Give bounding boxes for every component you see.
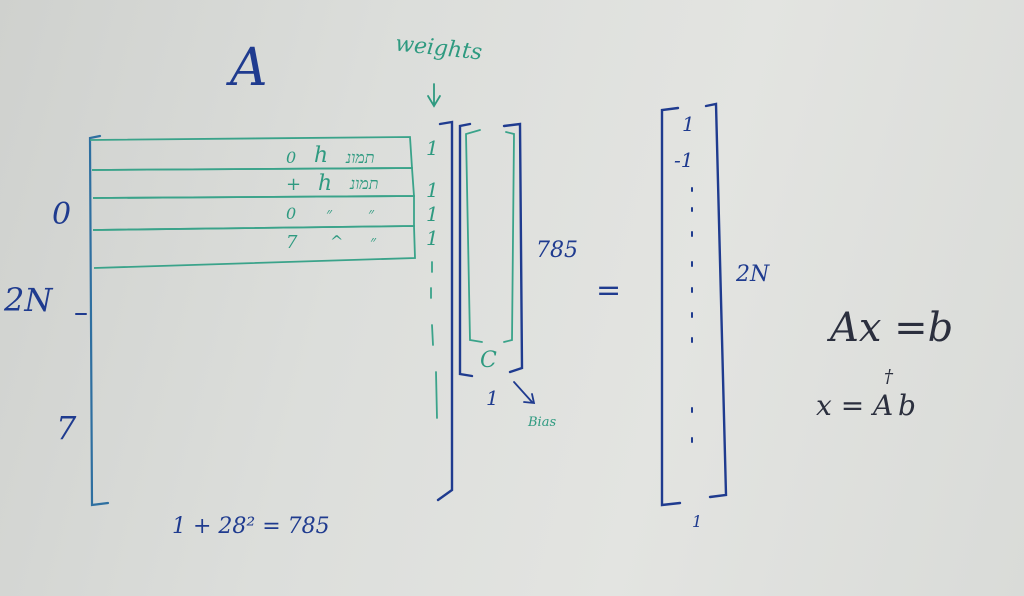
vector-x-bottom-one: 1 xyxy=(486,386,499,410)
row-3-col-1: 0 xyxy=(286,204,297,223)
equation-ax-equals-b: Ax =b xyxy=(830,305,954,351)
row-2-col-3: תמונ xyxy=(350,174,379,193)
row-1-col-1: 0 xyxy=(286,148,297,167)
ones-entry-2: 1 xyxy=(426,178,439,202)
vector-x-size-label: 785 xyxy=(536,238,578,263)
vector-x-right-bracket xyxy=(502,122,524,374)
row-4-col-3: ״ xyxy=(370,232,377,251)
equals-sign: = xyxy=(596,273,622,308)
ones-column-dots xyxy=(430,261,438,419)
vector-x-inner-green xyxy=(465,129,483,343)
vector-x-c-mark: C xyxy=(480,348,497,373)
row-2-col-1: + xyxy=(286,174,302,195)
bias-label: Bias xyxy=(528,415,557,430)
equation-pseudoinverse-lhs: x = A xyxy=(816,389,894,422)
row-3-col-3: ״ xyxy=(368,204,375,223)
vector-b-right-bracket xyxy=(704,102,728,499)
row-band-4 xyxy=(92,225,416,269)
matrix-a-title: A xyxy=(230,38,268,98)
vector-b-bottom-one: 1 xyxy=(692,512,703,531)
ones-entry-3: 1 xyxy=(426,202,439,226)
left-label-zero: 0 xyxy=(52,197,72,232)
row-4-col-2: ^ xyxy=(330,232,344,251)
vector-x-left-bracket xyxy=(458,122,474,378)
vector-b-entry-2: -1 xyxy=(674,148,694,172)
vector-b-entry-1: 1 xyxy=(682,112,695,136)
ones-entry-1: 1 xyxy=(426,136,439,160)
ones-entry-4: 1 xyxy=(426,226,439,250)
weights-arrow xyxy=(427,83,441,108)
vector-b-size-label: 2N xyxy=(736,262,770,287)
row-band-3 xyxy=(92,195,415,231)
row-1-col-2: ℎ xyxy=(314,143,329,168)
bias-arrow xyxy=(513,381,536,405)
vector-b-left-bracket xyxy=(660,106,682,507)
left-label-seven: 7 xyxy=(56,409,77,447)
equation-pseudoinverse-rhs: b xyxy=(898,389,916,422)
bottom-formula: 1 + 28² = 785 xyxy=(172,514,330,539)
matrix-a-right-bracket xyxy=(436,120,454,502)
left-label-2n: 2N xyxy=(4,281,53,319)
matrix-a-left-bracket xyxy=(88,134,110,507)
row-2-col-2: ℎ xyxy=(318,171,333,196)
row-1-col-3: תמונ xyxy=(346,148,375,167)
row-4-col-1: 7 xyxy=(286,232,298,253)
row-3-col-2: ״ xyxy=(326,204,333,223)
vector-x-inner-green-right xyxy=(503,131,515,343)
dagger-symbol: † xyxy=(884,366,893,387)
